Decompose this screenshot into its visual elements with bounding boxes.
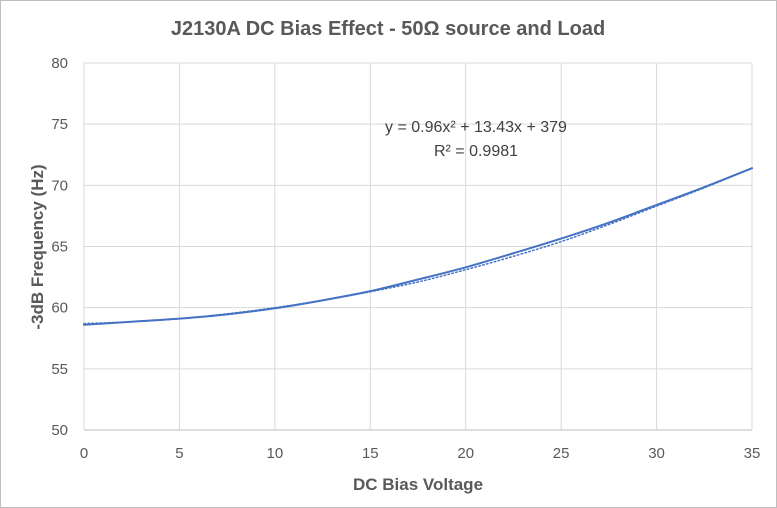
x-tick-label: 30 <box>648 445 665 462</box>
grid <box>84 62 753 430</box>
x-tick-label: 10 <box>267 445 284 462</box>
x-tick-label: 25 <box>553 445 570 462</box>
y-tick-label: 60 <box>51 300 68 317</box>
y-tick-label: 80 <box>51 55 68 72</box>
y-tick-label: 70 <box>51 177 68 194</box>
tick-labels: 0 5 10 15 20 25 30 35 50 55 60 65 70 75 80 <box>51 55 760 462</box>
x-tick-label: 20 <box>457 445 474 462</box>
x-tick-label: 35 <box>744 445 761 462</box>
r-squared-label: R² = 0.9981 <box>434 143 518 160</box>
x-axis-title: DC Bias Voltage <box>353 475 483 494</box>
x-tick-label: 0 <box>80 445 88 462</box>
y-tick-label: 50 <box>51 422 68 439</box>
series <box>83 167 753 326</box>
x-tick-label: 5 <box>175 445 183 462</box>
y-tick-label: 75 <box>51 116 68 133</box>
y-tick-label: 55 <box>51 361 68 378</box>
x-tick-label: 15 <box>362 445 379 462</box>
y-axis-title: -3dB Frequency (Hz) <box>28 164 47 329</box>
trendline-equation: y = 0.96x² + 13.43x + 379 <box>385 119 567 136</box>
trendline-series <box>83 167 753 325</box>
y-tick-label: 65 <box>51 239 68 256</box>
chart-title: J2130A DC Bias Effect - 50Ω source and L… <box>171 18 605 40</box>
axes <box>83 63 752 431</box>
